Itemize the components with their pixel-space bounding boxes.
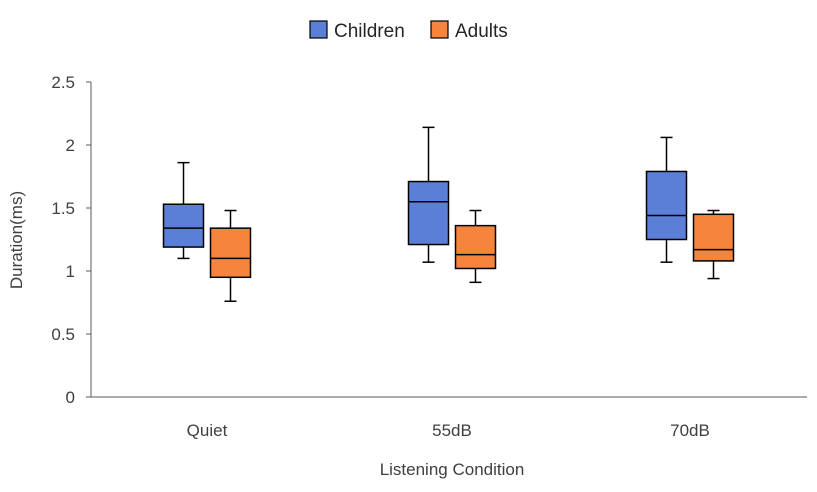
box-iqr bbox=[209, 227, 252, 279]
box-children-quiet bbox=[162, 161, 205, 260]
y-tick-label: 0.5 bbox=[51, 325, 75, 344]
box-iqr bbox=[162, 203, 205, 248]
axes: 0 0.5 1 1.5 2 2.5 Quiet 55dB 70dB bbox=[51, 73, 807, 440]
box-iqr bbox=[454, 224, 497, 270]
legend: Children Adults bbox=[309, 20, 508, 42]
box-adults-quiet bbox=[209, 209, 252, 302]
legend-label: Adults bbox=[455, 21, 508, 42]
legend-item-children: Children bbox=[309, 20, 405, 42]
legend-swatch bbox=[430, 20, 449, 39]
box-iqr bbox=[407, 180, 450, 246]
x-axis-title: Listening Condition bbox=[380, 460, 525, 479]
box-iqr bbox=[645, 170, 688, 241]
y-tick-label: 1.5 bbox=[51, 199, 75, 218]
plot-area bbox=[162, 126, 735, 302]
y-tick-label: 0 bbox=[66, 388, 75, 407]
x-tick-label: 55dB bbox=[432, 421, 472, 440]
box-children-55db bbox=[407, 126, 450, 263]
box-children-70db bbox=[645, 136, 688, 263]
y-axis-title: Duration(ms) bbox=[7, 191, 26, 289]
y-tick-label: 1 bbox=[66, 262, 75, 281]
y-tick-label: 2 bbox=[66, 136, 75, 155]
box-adults-70db bbox=[692, 209, 735, 280]
legend-label: Children bbox=[334, 21, 405, 42]
legend-item-adults: Adults bbox=[430, 20, 508, 42]
legend-swatch bbox=[309, 20, 328, 39]
x-tick-label: 70dB bbox=[670, 421, 710, 440]
box-iqr bbox=[692, 213, 735, 262]
y-tick-label: 2.5 bbox=[51, 73, 75, 92]
x-tick-label: Quiet bbox=[187, 421, 228, 440]
box-adults-55db bbox=[454, 209, 497, 284]
